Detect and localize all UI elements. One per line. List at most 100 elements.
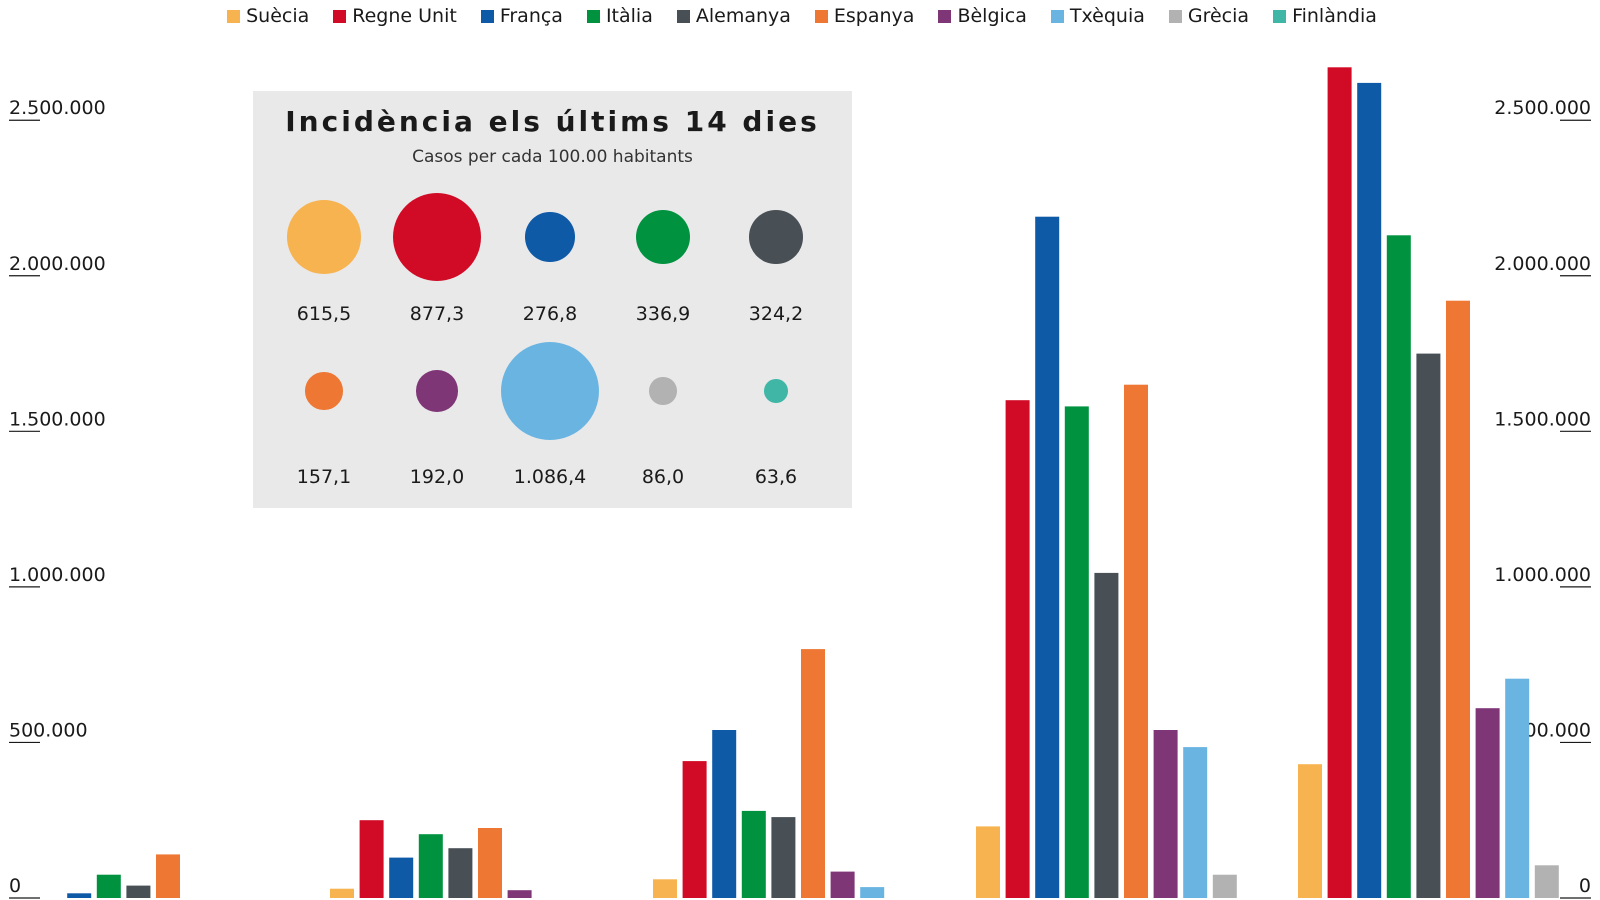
- bar: [771, 817, 796, 898]
- bar: [1183, 747, 1208, 898]
- bar: [1475, 708, 1500, 898]
- bar: [1357, 82, 1382, 898]
- bar: [507, 890, 532, 898]
- bar: [682, 761, 707, 898]
- bar: [1327, 67, 1352, 899]
- legend-label: Finlàndia: [1292, 5, 1377, 27]
- y-tick-label: 2.000.000: [9, 253, 106, 275]
- bar: [653, 879, 677, 898]
- bubble-value-label: 336,9: [635, 303, 691, 325]
- bar: [156, 854, 180, 898]
- legend-label: Espanya: [833, 5, 915, 27]
- incidence-inset: Incidència els últims 14 dies Casos per …: [253, 91, 852, 508]
- legend-label: Alemanya: [695, 5, 791, 27]
- legend-item: Finlàndia: [1273, 5, 1377, 27]
- bar: [67, 893, 92, 898]
- legend-label: Grècia: [1187, 5, 1250, 27]
- legend-item: Itàlia: [586, 5, 653, 27]
- inset-subtitle: Casos per cada 100.00 habitants: [412, 147, 693, 167]
- y-tick-label: 2.500.000: [9, 97, 106, 119]
- legend-swatch: [586, 9, 600, 23]
- legend-swatch: [227, 9, 241, 23]
- bar: [801, 649, 825, 898]
- bar: [330, 888, 354, 898]
- bubble-value-label: 1.086,4: [513, 466, 587, 488]
- y-tick-label: 1.500.000: [9, 408, 106, 430]
- bar: [1035, 216, 1060, 898]
- bar: [830, 871, 855, 898]
- bar: [478, 828, 502, 898]
- legend-swatch: [814, 9, 828, 23]
- bar: [448, 848, 473, 898]
- legend-item: Suècia: [227, 5, 309, 27]
- bar: [418, 834, 443, 898]
- incidence-bubble: [416, 370, 458, 412]
- bar: [1416, 353, 1441, 899]
- bar: [389, 857, 414, 898]
- legend-swatch: [1168, 9, 1182, 23]
- bar: [1298, 764, 1322, 898]
- legend-item: Regne Unit: [333, 5, 457, 27]
- legend-item: França: [480, 5, 563, 27]
- y-tick-label: 500.000: [9, 719, 88, 741]
- right-y-tick-label: 1.000.000: [1494, 564, 1591, 586]
- incidence-bubble: [749, 210, 803, 264]
- bar: [96, 874, 121, 898]
- bar: [1386, 235, 1411, 899]
- bar: [712, 730, 737, 898]
- right-y-tick-label: 500.000: [1512, 719, 1591, 741]
- legend-item: Txèquia: [1050, 5, 1145, 27]
- bar: [860, 887, 885, 898]
- bubble-value-label: 877,3: [409, 303, 465, 325]
- legend-item: Espanya: [814, 5, 915, 27]
- incidence-bubble: [525, 212, 575, 262]
- y-tick-label: 0: [9, 875, 21, 897]
- legend-item: Bèlgica: [938, 5, 1027, 27]
- legend-swatch: [1050, 9, 1064, 23]
- legend-swatch: [938, 9, 952, 23]
- legend-item: Grècia: [1168, 5, 1250, 27]
- right-y-tick-label: 2.000.000: [1494, 253, 1591, 275]
- y-tick-label: 1.000.000: [9, 564, 106, 586]
- right-y-tick-label: 2.500.000: [1494, 97, 1591, 119]
- bar: [976, 826, 1000, 898]
- bar: [1505, 678, 1530, 898]
- incidence-bubble: [649, 377, 677, 405]
- incidence-bubble: [635, 209, 691, 265]
- legend-swatch: [480, 9, 494, 23]
- legend-swatch: [1273, 9, 1287, 23]
- bubble-value-label: 324,2: [748, 303, 804, 325]
- incidence-bubble: [305, 372, 343, 410]
- legend-item: Alemanya: [676, 5, 791, 27]
- legend-label: Bèlgica: [957, 5, 1027, 27]
- bubble-value-label: 86,0: [641, 466, 685, 488]
- right-y-tick-label: 0: [1579, 875, 1591, 897]
- bar: [1212, 874, 1237, 898]
- incidence-bubble: [764, 379, 788, 403]
- bar: [1446, 300, 1470, 898]
- legend-label: França: [499, 5, 563, 27]
- legend-label: Itàlia: [605, 5, 653, 27]
- inset-title: Incidència els últims 14 dies: [285, 105, 820, 138]
- bar: [126, 885, 151, 898]
- right-y-tick-label: 1.500.000: [1494, 408, 1591, 430]
- bubble-value-label: 157,1: [296, 466, 352, 488]
- bubble-value-label: 63,6: [754, 466, 798, 488]
- bar: [1153, 730, 1178, 898]
- incidence-bubble: [501, 342, 599, 440]
- legend-swatch: [333, 9, 347, 23]
- legend-label: Txèquia: [1069, 5, 1145, 27]
- bar: [741, 810, 766, 898]
- legend-label: Regne Unit: [352, 5, 457, 27]
- bar: [359, 820, 384, 898]
- incidence-bubble: [392, 192, 482, 282]
- legend: Suècia Regne Unit França Itàlia Alemanya Espa…: [0, 2, 1600, 30]
- bar: [1064, 406, 1089, 898]
- bar: [1534, 865, 1559, 898]
- bubble-value-label: 192,0: [409, 466, 465, 488]
- bubble-value-label: 615,5: [296, 303, 352, 325]
- legend-swatch: [676, 9, 690, 23]
- bar: [1124, 384, 1148, 898]
- incidence-bubble: [287, 200, 361, 274]
